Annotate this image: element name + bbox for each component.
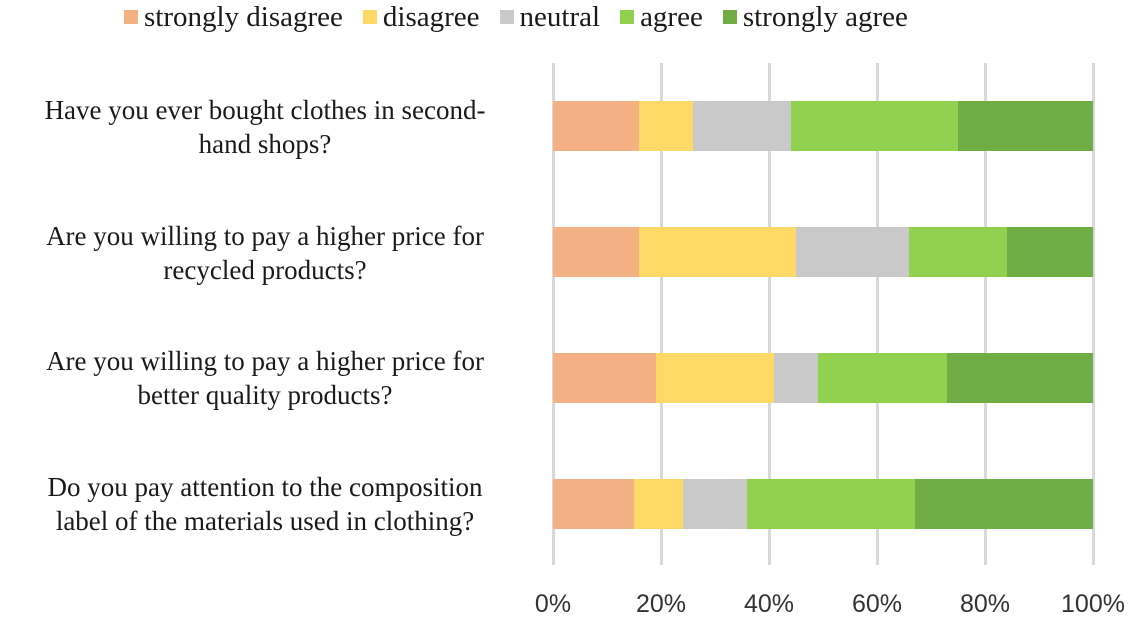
bar-segment-strongly-disagree (553, 353, 656, 403)
bar-segment-strongly-disagree (553, 101, 640, 151)
x-tick-100: 100% (1061, 590, 1125, 618)
category-label-line: Do you pay attention to the composition (47, 472, 483, 502)
bar-segment-neutral (774, 353, 818, 403)
legend-label: strongly disagree (144, 0, 343, 33)
x-tick-40: 40% (743, 590, 795, 618)
bar-composition (553, 479, 1093, 529)
legend-label: agree (640, 0, 703, 33)
legend-item-strongly-agree: strongly agree (722, 0, 908, 34)
category-label-composition: Do you pay attention to the composition … (0, 470, 530, 538)
category-label-line: Are you willing to pay a higher price fo… (46, 346, 484, 376)
bar-recycled (553, 227, 1093, 277)
chart-legend: strongly disagree disagree neutral agree… (124, 0, 908, 34)
legend-label: strongly agree (742, 0, 908, 33)
bar-secondhand (553, 101, 1093, 151)
legend-swatch-strongly-disagree (124, 10, 138, 24)
bar-segment-neutral (795, 227, 910, 277)
legend-swatch-strongly-agree (722, 10, 737, 24)
category-label-recycled: Are you willing to pay a higher price fo… (0, 219, 530, 287)
bar-segment-neutral (682, 479, 748, 529)
category-label-line: better quality products? (137, 380, 393, 410)
bar-segment-agree (790, 101, 958, 151)
x-tick-80: 80% (959, 590, 1011, 618)
gridline-40 (768, 63, 771, 565)
category-label-line: hand shops? (198, 129, 332, 159)
category-label-quality: Are you willing to pay a higher price fo… (0, 344, 530, 412)
legend-label: neutral (519, 0, 601, 33)
x-tick-20: 20% (635, 590, 687, 618)
gridline-80 (984, 63, 987, 565)
bar-segment-strongly-agree (914, 479, 1093, 529)
legend-label: disagree (382, 0, 480, 33)
gridline-20 (660, 63, 663, 565)
bar-segment-strongly-agree (1006, 227, 1093, 277)
x-tick-60: 60% (851, 590, 903, 618)
bar-segment-strongly-agree (957, 101, 1093, 151)
bar-segment-neutral (693, 101, 791, 151)
gridline-60 (876, 63, 879, 565)
bar-segment-agree (747, 479, 915, 529)
bar-quality (553, 353, 1093, 403)
category-label-line: recycled products? (163, 255, 367, 285)
bar-segment-agree (909, 227, 1007, 277)
bar-segment-strongly-disagree (553, 227, 640, 277)
x-tick-0: 0% (534, 590, 572, 618)
category-label-line: Are you willing to pay a higher price fo… (46, 221, 484, 251)
gridline-100 (1092, 63, 1095, 565)
bar-segment-strongly-disagree (553, 479, 634, 529)
category-label-line: label of the materials used in clothing? (55, 506, 475, 536)
legend-item-agree: agree (620, 1, 703, 34)
bar-segment-disagree (634, 479, 683, 529)
category-label-line: Have you ever bought clothes in second- (44, 95, 486, 125)
bar-segment-agree (817, 353, 948, 403)
legend-swatch-agree (620, 10, 635, 24)
bar-segment-disagree (655, 353, 775, 403)
legend-swatch-neutral (499, 10, 514, 24)
bar-segment-disagree (639, 101, 694, 151)
legend-item-strongly-disagree: strongly disagree (124, 1, 343, 34)
bar-segment-disagree (639, 227, 796, 277)
gridline-0 (552, 63, 555, 565)
legend-item-neutral: neutral (499, 0, 601, 34)
legend-swatch-disagree (362, 10, 377, 24)
plot-area (552, 63, 1095, 565)
bar-segment-strongly-agree (947, 353, 1093, 403)
legend-item-disagree: disagree (362, 0, 480, 34)
category-label-secondhand: Have you ever bought clothes in second- … (0, 93, 530, 161)
